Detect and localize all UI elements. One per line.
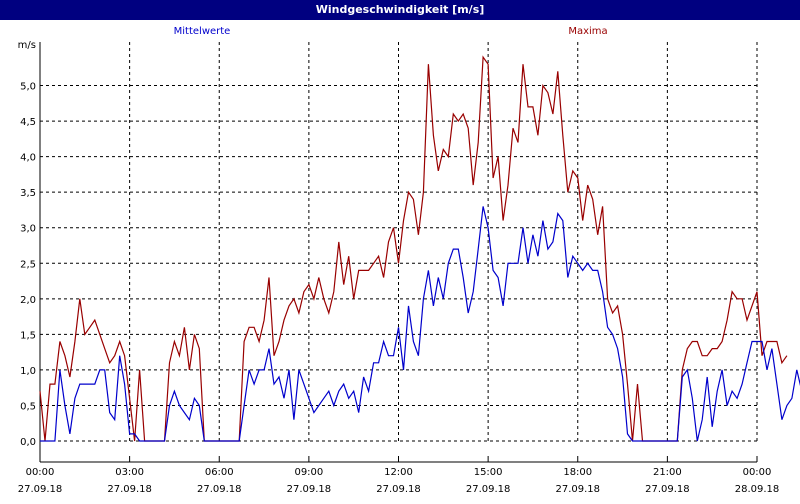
x-tick-time-label: 18:00 <box>563 467 592 478</box>
x-tick-date-label: 27.09.18 <box>18 484 63 495</box>
y-tick-label: 3,5 <box>20 188 36 199</box>
y-tick-label: 5,0 <box>20 82 36 93</box>
window-title: Windgeschwindigkeit [m/s] <box>0 0 800 20</box>
x-tick-date-label: 27.09.18 <box>645 484 690 495</box>
y-tick-label: 3,0 <box>20 224 36 235</box>
y-tick-label: 2,5 <box>20 259 36 270</box>
y-tick-label: 0,5 <box>20 401 36 412</box>
y-tick-label: 4,0 <box>20 153 36 164</box>
y-tick-label: 1,0 <box>20 366 36 377</box>
y-tick-label: 0,0 <box>20 437 36 448</box>
x-tick-date-label: 27.09.18 <box>466 484 511 495</box>
x-tick-time-label: 06:00 <box>205 467 234 478</box>
y-tick-label: 4,5 <box>20 117 36 128</box>
x-tick-time-label: 21:00 <box>653 467 682 478</box>
y-axis-unit-label: m/s <box>18 40 36 51</box>
x-tick-time-label: 03:00 <box>115 467 144 478</box>
series-line-mittelwerte <box>40 206 800 442</box>
x-tick-date-label: 27.09.18 <box>287 484 332 495</box>
x-tick-time-label: 00:00 <box>26 467 55 478</box>
x-tick-date-label: 27.09.18 <box>197 484 242 495</box>
y-tick-label: 2,0 <box>20 295 36 306</box>
wind-speed-chart: 0,0 0,5 1,0 1,5 2,0 2,5 3,0 3,5 4,0 4,5 5,0 00:00 27… <box>0 20 800 500</box>
x-tick-date-label: 27.09.18 <box>376 484 421 495</box>
x-tick-date-label: 28.09.18 <box>735 484 780 495</box>
legend-maxima: Maxima <box>568 26 607 37</box>
x-tick-time-label: 12:00 <box>384 467 413 478</box>
x-tick-time-label: 00:00 <box>743 467 772 478</box>
x-tick-time-label: 15:00 <box>474 467 503 478</box>
chart-area: 0,0 0,5 1,0 1,5 2,0 2,5 3,0 3,5 4,0 4,5 5,0 00:00 27… <box>0 20 800 500</box>
x-tick-date-label: 27.09.18 <box>107 484 152 495</box>
legend-mittelwerte: Mittelwerte <box>174 26 231 37</box>
y-tick-label: 1,5 <box>20 330 36 341</box>
x-tick-time-label: 09:00 <box>294 467 323 478</box>
x-tick-date-label: 27.09.18 <box>555 484 600 495</box>
